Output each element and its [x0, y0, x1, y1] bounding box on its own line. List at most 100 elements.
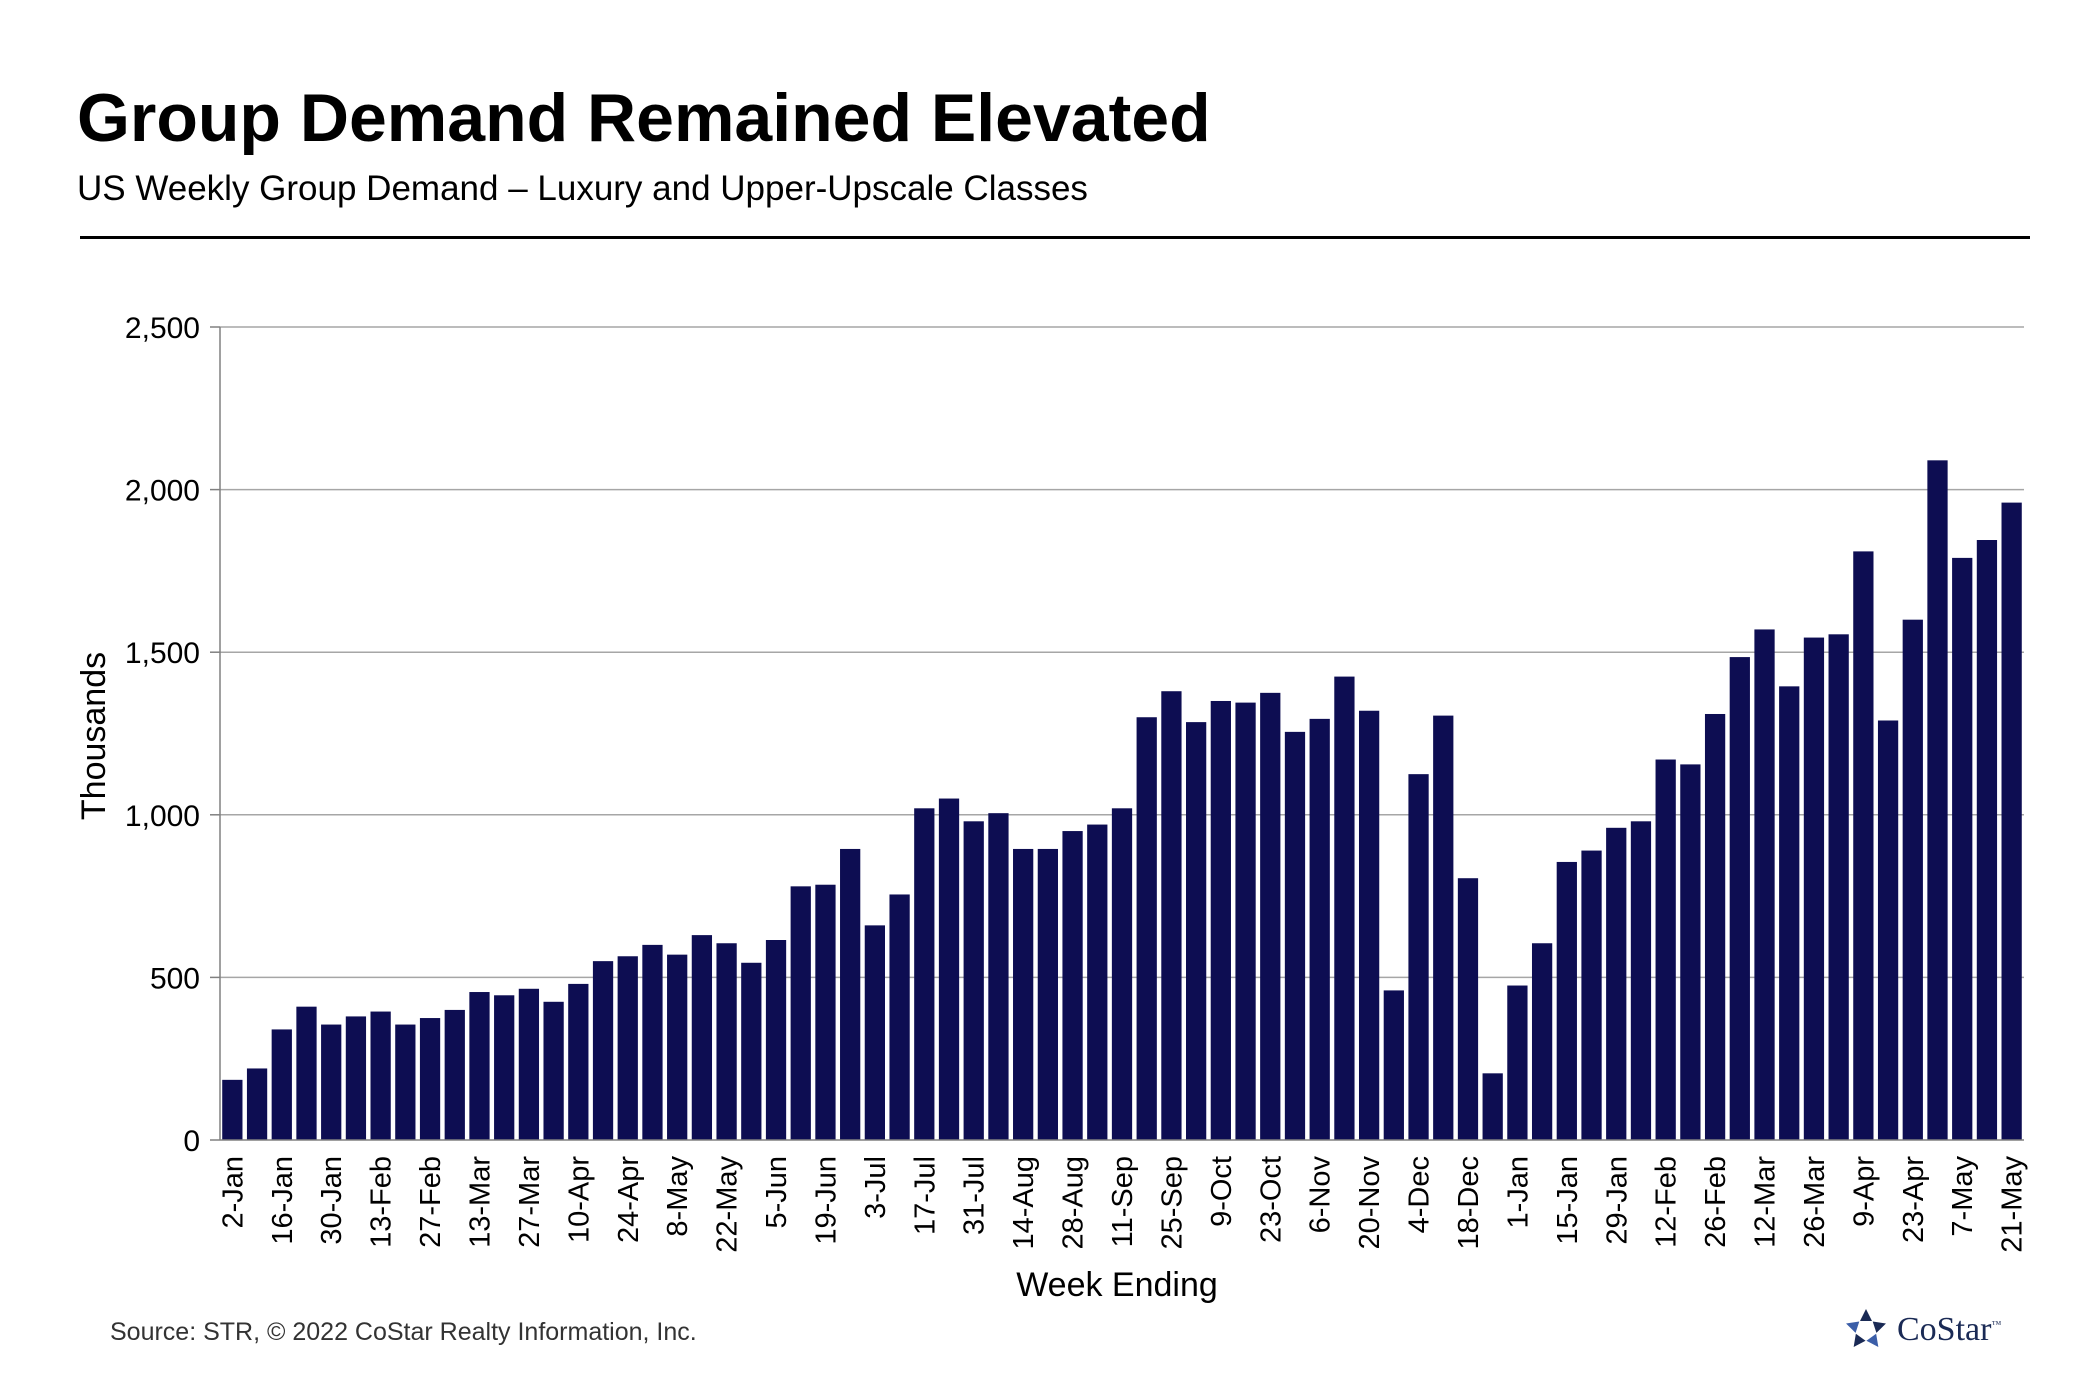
costar-star-logo-icon: [1846, 1309, 1886, 1347]
x-tick-label: 12-Mar: [1750, 1156, 1782, 1248]
x-tick-label: 29-Jan: [1601, 1156, 1633, 1245]
chart-title: Group Demand Remained Elevated: [77, 80, 1211, 156]
bar-20-Nov: [1358, 710, 1380, 1140]
bar-15-Jan: [1556, 861, 1577, 1140]
bar-17-Apr: [592, 961, 614, 1140]
bar-9-Apr: [1853, 551, 1874, 1140]
x-tick-label: 24-Apr: [613, 1156, 645, 1243]
bar-18-Dec: [1457, 878, 1479, 1140]
x-axis-tick-labels: 2-Jan 16-Jan 30-Jan 13-Feb 27-Feb 13-Mar 27-Ma…: [217, 1156, 2028, 1253]
x-tick-label: 1-Jan: [1502, 1156, 1534, 1229]
bar-23-Apr: [1902, 619, 1923, 1140]
bar-4-Sep: [1087, 824, 1108, 1140]
x-tick-label: 3-Jul: [860, 1156, 892, 1219]
bar-16-Oct: [1235, 702, 1256, 1140]
bar-28-Aug: [1062, 831, 1083, 1140]
x-axis-title: Week Ending: [1016, 1266, 1218, 1304]
bar-30-Oct: [1284, 731, 1306, 1140]
bar-2-Oct: [1186, 722, 1207, 1140]
bar-30-Jan: [321, 1024, 342, 1140]
x-tick-label: 11-Sep: [1107, 1156, 1139, 1247]
bar-19-Mar: [1779, 686, 1800, 1140]
x-tick-label: 23-Oct: [1255, 1156, 1287, 1243]
y-tick-label: 1,500: [125, 637, 200, 670]
bar-29-Jan: [1606, 827, 1627, 1140]
bar-12-Jun: [790, 886, 811, 1140]
x-tick-label: 14-Aug: [1008, 1156, 1040, 1250]
bar-11-Dec: [1433, 715, 1454, 1140]
bar-24-Apr: [617, 956, 638, 1140]
bar-7-May: [1952, 557, 1973, 1140]
x-tick-label: 22-May: [712, 1156, 744, 1253]
bar-4-Dec: [1408, 774, 1429, 1140]
y-axis-title: Thousands: [75, 652, 113, 820]
bar-2-Apr: [1828, 634, 1849, 1140]
y-tick-label: 0: [183, 1125, 200, 1158]
bar-26-Mar: [1803, 637, 1825, 1140]
bar-21-Aug: [1037, 848, 1058, 1140]
x-tick-label: 8-May: [662, 1156, 694, 1237]
bar-25-Sep: [1161, 691, 1182, 1140]
bar-24-Jul: [938, 798, 960, 1140]
x-tick-label: 5-Jun: [761, 1156, 793, 1229]
bar-9-Jan: [246, 1068, 268, 1140]
bar-14-May: [1976, 540, 1998, 1140]
x-tick-label: 7-May: [1947, 1156, 1979, 1237]
bar-16-Jan: [271, 1029, 292, 1140]
x-tick-label: 19-Jun: [810, 1156, 842, 1245]
bar-21-May: [2001, 502, 2022, 1140]
x-tick-label: 6-Nov: [1305, 1156, 1337, 1234]
bar-18-Sep: [1136, 717, 1157, 1140]
x-tick-label: 21-May: [1997, 1156, 2029, 1253]
bar-29-May: [741, 962, 762, 1140]
bar-25-Dec: [1482, 1073, 1503, 1140]
x-tick-label: 9-Oct: [1206, 1156, 1238, 1227]
bar-27-Nov: [1383, 990, 1404, 1140]
bar-3-Jul: [864, 925, 885, 1140]
x-tick-label: 28-Aug: [1058, 1156, 1090, 1250]
bar-11-Sep: [1111, 808, 1133, 1140]
bar-23-Oct: [1260, 692, 1281, 1140]
bar-10-Jul: [889, 894, 910, 1140]
bar-12-Feb: [1655, 759, 1676, 1140]
bar-14-Aug: [1013, 848, 1034, 1140]
x-tick-label: 26-Mar: [1799, 1156, 1831, 1248]
x-tick-label: 27-Feb: [415, 1156, 447, 1248]
bar-22-May: [716, 943, 737, 1140]
bar-19-Jun: [815, 884, 836, 1140]
x-tick-label: 9-Apr: [1848, 1156, 1880, 1227]
bar-27-Feb: [419, 1018, 441, 1140]
x-tick-label: 17-Jul: [909, 1156, 941, 1235]
bar-5-Jun: [765, 940, 787, 1140]
x-tick-label: 12-Feb: [1651, 1156, 1683, 1248]
bar-7-Aug: [988, 813, 1009, 1140]
bar-23-Jan: [296, 1006, 317, 1140]
bar-5-Mar: [1729, 657, 1750, 1140]
costar-wordmark: CoStar™: [1897, 1311, 2002, 1348]
bar-3-Apr: [543, 1001, 564, 1140]
x-tick-label: 15-Jan: [1552, 1156, 1584, 1245]
bar-16-Apr: [1877, 720, 1899, 1140]
bar-26-Feb: [1704, 713, 1726, 1140]
bar-8-May: [667, 954, 688, 1140]
x-tick-label: 31-Jul: [959, 1156, 991, 1235]
x-tick-label: 16-Jan: [267, 1156, 299, 1245]
bar-6-Mar: [444, 1009, 465, 1140]
bar-10-Apr: [568, 983, 589, 1140]
bar-6-Feb: [345, 1016, 367, 1140]
x-tick-label: 2-Jan: [217, 1156, 249, 1229]
bar-20-Mar: [494, 995, 515, 1140]
title-divider: [80, 236, 2030, 239]
x-tick-label: 30-Jan: [316, 1156, 348, 1245]
y-axis-tick-labels: 0 500 1,000 1,500 2,000 2,500: [125, 312, 200, 1158]
y-tick-label: 1,000: [125, 800, 200, 833]
axes: [210, 326, 2024, 1141]
bar-13-Feb: [370, 1011, 391, 1140]
bar-26-Jun: [840, 848, 861, 1140]
x-tick-label: 27-Mar: [514, 1156, 546, 1248]
bar-30-Apr: [1927, 460, 1948, 1141]
bar-1-Jan: [1507, 985, 1528, 1140]
x-tick-label: 23-Apr: [1898, 1156, 1930, 1243]
bar-9-Oct: [1210, 700, 1231, 1140]
